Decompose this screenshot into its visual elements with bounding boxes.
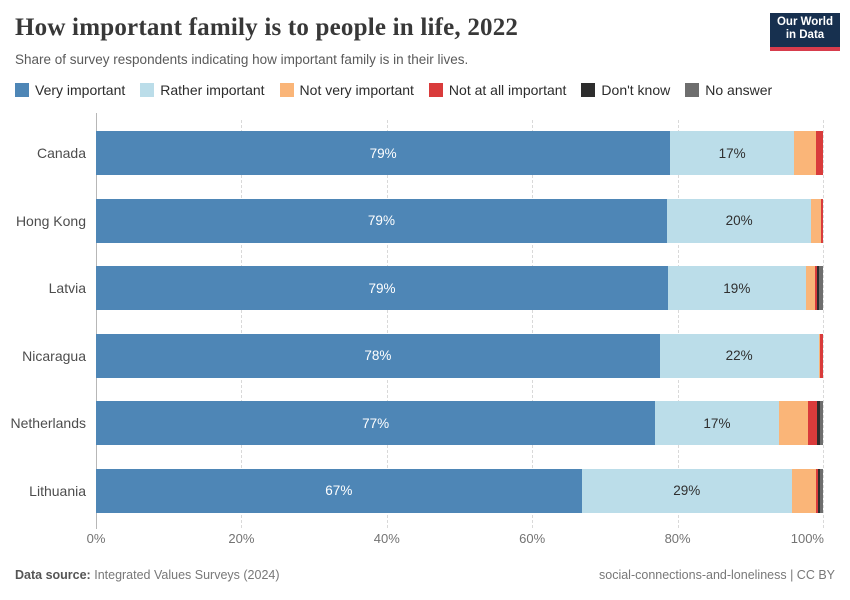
x-tick-label: 60% [519,531,546,546]
category-label: Hong Kong [15,212,86,229]
bar-segment[interactable] [818,266,823,310]
bar-row: Hong Kong 79% 20% [16,188,823,256]
legend-item: Not at all important [428,82,567,98]
gridline [241,120,243,528]
bar-segment[interactable] [811,198,821,243]
legend-label: Very important [35,82,126,98]
legend-label: Not at all important [448,82,567,98]
x-tick-label: 80% [664,531,691,546]
legend-swatch-icon [140,83,155,97]
x-tick-label: 0% [86,531,106,546]
legend-label: No answer [705,82,773,98]
page-title: How important family is to people in lif… [15,14,519,41]
x-tick-label: 20% [228,531,255,546]
legend-label: Rather important [160,82,265,98]
legend-item: Not very important [279,82,414,98]
gridline [386,120,388,528]
bar-segment[interactable]: 19% [668,266,806,310]
category-label: Canada [36,145,86,161]
gridline [532,120,534,528]
legend-swatch-icon [428,83,443,97]
bar-segment[interactable] [807,401,818,445]
legend-item: No answer [685,82,772,98]
bar-segment[interactable]: 79% [96,198,667,243]
y-axis-line [96,113,97,529]
owid-logo-line1: Our World [776,16,833,28]
data-source-label: Data source: [15,568,91,582]
bar-segment[interactable] [820,333,823,378]
bar-segment[interactable] [815,468,818,513]
data-source-value: Integrated Values Surveys (2024) [94,568,280,582]
bar-segment[interactable]: 17% [655,401,779,445]
stacked-bar: 79% 17% [96,131,823,175]
bar-row: Netherlands 77% 17% [11,390,823,458]
chart-legend: Very important Rather important Not very i… [15,82,772,98]
bar-segment[interactable] [791,468,816,513]
gridline [823,120,824,528]
legend-label: Don't know [601,82,671,98]
bar-segment[interactable] [820,198,823,243]
gridline [677,120,679,528]
bar-segment[interactable]: 29% [581,468,792,513]
bar-segment[interactable]: 79% [96,131,671,175]
bar-segment[interactable] [778,401,808,445]
x-tick-label: 40% [373,531,400,546]
legend-item: Don't know [581,82,670,98]
category-label: Netherlands [10,415,87,431]
owid-logo: Our World in Data [770,13,840,51]
legend-item: Very important [15,82,125,98]
chart-subtitle: Share of survey respondents indicating h… [15,52,469,67]
owid-logo-line2: in Data [785,29,825,41]
legend-label: Not very important [299,82,414,98]
legend-swatch-icon [581,83,596,97]
license-note: social-connections-and-loneliness | CC B… [599,568,835,582]
bar-row: Latvia 79% 19% [49,255,823,323]
stacked-bar: 79% 19% [96,266,823,310]
bar-segment[interactable]: 78% [96,333,660,378]
bar-segment[interactable] [820,468,823,513]
category-label: Lithuania [29,482,86,499]
bar-segment[interactable] [817,266,819,310]
bar-segment[interactable] [815,266,818,310]
bar-segment[interactable] [817,401,821,445]
bar-segment[interactable] [820,401,823,445]
bar-segment[interactable]: 67% [96,468,582,513]
bar-segment[interactable]: 17% [670,131,794,175]
bar-row: Nicaragua 78% 22% [22,323,823,391]
stacked-bar: 67% 29% [96,468,823,513]
category-label: Nicaragua [22,347,86,364]
legend-swatch-icon [279,83,294,97]
plot-area: 0% 20% 40% 60% 80% 100% Canada 79% 17% Hong Kong 7… [11,113,824,546]
bar-segment[interactable]: 22% [659,333,819,378]
stacked-bar: 78% 22% [96,333,823,378]
legend-swatch-icon [15,83,29,97]
legend-item: Rather important [140,82,265,98]
bar-segment[interactable]: 79% [96,266,669,310]
stacked-bar: 77% 17% [96,401,823,445]
bar-row: Lithuania 67% 29% [29,458,823,526]
bar-segment[interactable] [793,131,816,175]
bar-segment[interactable]: 77% [96,401,656,445]
data-source-note: Data source: Integrated Values Surveys (… [15,568,280,582]
bar-segment[interactable] [818,333,821,378]
bar-segment[interactable] [805,266,816,310]
bar-segment[interactable] [815,131,823,175]
category-label: Latvia [48,280,86,296]
x-tick-label: 100% [790,531,824,546]
bar-segment[interactable] [817,468,821,513]
stacked-bar: 79% 20% [96,198,823,243]
bar-row: Canada 79% 17% [37,120,823,188]
bar-segment[interactable]: 20% [666,198,812,243]
legend-swatch-icon [685,83,700,97]
